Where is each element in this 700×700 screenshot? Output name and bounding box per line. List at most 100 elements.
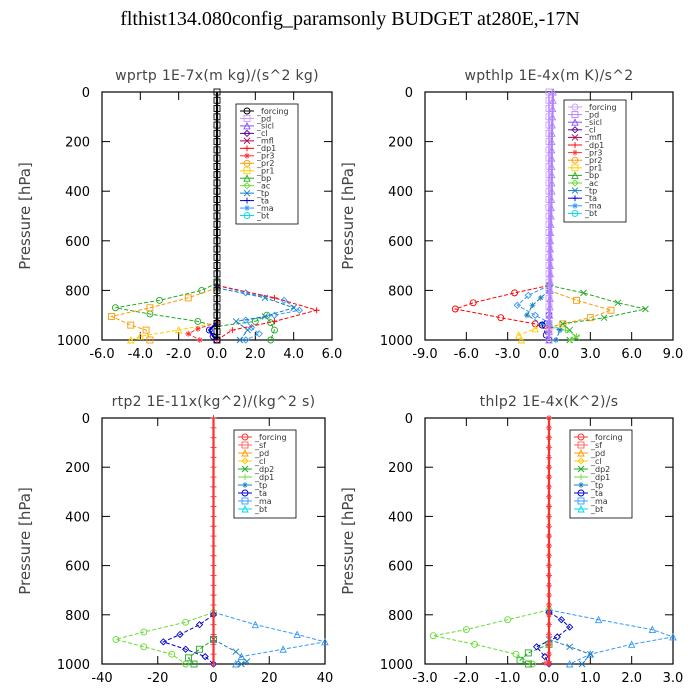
series-point-dp2 — [524, 660, 532, 668]
chart-panel-1: wprtp 1E-7x(m kg)/(s^2 kg) Pressure [hPa]… — [16, 68, 342, 362]
y-tick-label: 0 — [82, 412, 90, 427]
legend-label: _dp1 — [584, 141, 604, 150]
series-line-dp2 — [187, 638, 214, 665]
series-point-tp — [529, 302, 536, 309]
series-point-ac — [562, 327, 569, 334]
legend-label: _mfl — [584, 133, 602, 142]
series-point-pr2 — [146, 336, 154, 344]
y-tick-label: 800 — [65, 609, 90, 624]
series-point-ma — [531, 311, 539, 319]
y-tick-label: 200 — [65, 461, 90, 476]
y-tick-label: 200 — [388, 136, 413, 151]
series-point-pr1 — [127, 335, 135, 344]
legend-marker — [577, 457, 585, 465]
series-point-pd — [546, 245, 555, 253]
series-point-ma — [524, 291, 532, 299]
series-point-ma — [280, 296, 288, 304]
series-point-pr3 — [194, 325, 201, 332]
series-point-pd — [547, 195, 556, 203]
series-point-pd — [545, 311, 554, 319]
legend-label: _bt — [584, 209, 597, 218]
series-point-forcing — [546, 542, 552, 549]
legend-marker — [243, 107, 251, 115]
x-tick-label: 1.0 — [580, 671, 601, 686]
series-point-bp — [111, 304, 119, 312]
legend-label: _cl — [254, 457, 266, 466]
series-point-bp — [566, 326, 573, 334]
chart-panel-4: thlp2 1E-4x(K^2)/s Pressure [hPa] 0 200 400 6… — [339, 394, 683, 686]
panel-title: wprtp 1E-7x(m kg)/(s^2 kg) — [115, 68, 319, 84]
series-line-dp1 — [216, 284, 319, 341]
legend-label: _sicl — [256, 122, 274, 131]
series-point-forcing — [213, 187, 221, 195]
y-tick-label: 800 — [388, 284, 413, 299]
legend-marker — [243, 182, 251, 190]
series-point-ma — [648, 625, 657, 634]
series-line-ta — [161, 614, 214, 665]
series-point-forcing — [210, 562, 217, 569]
series-point-pd — [547, 211, 555, 220]
series-line-bp — [548, 284, 646, 341]
series-point-pd — [548, 154, 556, 162]
series-point-forcing — [546, 572, 552, 579]
series-point-ta — [541, 652, 549, 661]
series-point-forcing — [213, 220, 221, 228]
series-point-dp1 — [168, 650, 176, 658]
series-point-pr1 — [514, 331, 523, 339]
series-line-pr3 — [187, 322, 218, 341]
series-point-pd — [547, 203, 556, 212]
series-point-pr1 — [517, 335, 526, 344]
series-point-bp — [194, 317, 202, 325]
legend-marker — [243, 167, 251, 175]
series-point-bp — [642, 305, 649, 313]
series-point-pr2 — [607, 306, 615, 314]
x-tick-label: -4.0 — [128, 347, 153, 362]
series-point-dp1 — [271, 318, 278, 325]
legend-label: _ta — [590, 489, 603, 498]
series-point-forcing — [210, 424, 217, 431]
legend-label: _cl — [256, 129, 268, 138]
series-point-forcing — [546, 424, 552, 431]
y-tick-label: 800 — [388, 609, 413, 624]
series-point-tp — [243, 658, 251, 665]
series-point-forcing — [213, 88, 221, 96]
legend-label: _ma — [590, 497, 608, 506]
legend-label: _forcing — [254, 433, 287, 442]
series-point-forcing — [210, 651, 217, 658]
series-point-forcing — [546, 621, 552, 628]
y-tick-label: 600 — [65, 560, 90, 575]
y-tick-label: 1000 — [57, 334, 90, 349]
series-point-dp1 — [182, 618, 190, 626]
series-point-ma — [237, 652, 246, 661]
series-point-ma — [247, 323, 256, 332]
legend-marker — [241, 433, 249, 441]
series-point-ma — [232, 659, 240, 668]
series-point-forcing — [213, 328, 221, 336]
y-tick-label: 800 — [65, 284, 90, 299]
series-point-forcing — [210, 582, 217, 589]
legend-marker — [572, 202, 578, 209]
legend-label: _bt — [590, 505, 603, 514]
series-line-dp2 — [519, 643, 550, 665]
series-point-tp — [244, 326, 251, 334]
series-point-forcing — [546, 493, 552, 500]
legend-marker — [577, 465, 585, 473]
series-point-dp1 — [271, 294, 278, 301]
series-point-dp1 — [429, 632, 437, 640]
legend-label: _tp — [254, 481, 267, 490]
series-point-forcing — [546, 641, 552, 648]
series-point-ma — [627, 640, 636, 648]
chart-panel-3: rtp2 1E-11x(kg^2)/(kg^2 s) Pressure [hPa]… — [16, 394, 333, 686]
panel-title: wpthlp 1E-4x(m K)/s^2 — [464, 68, 633, 84]
series-point-forcing — [546, 513, 552, 520]
y-tick-label: 200 — [65, 136, 90, 151]
series-point-forcing — [213, 129, 221, 137]
series-point-pr1 — [531, 324, 539, 333]
series-point-sf — [541, 659, 548, 666]
series-point-ma — [295, 306, 304, 314]
series-point-forcing — [546, 483, 552, 490]
series-point-pr1 — [136, 332, 145, 340]
series-line-ac — [548, 324, 578, 341]
legend-marker — [241, 465, 249, 473]
x-tick-label: -6.0 — [89, 347, 114, 362]
